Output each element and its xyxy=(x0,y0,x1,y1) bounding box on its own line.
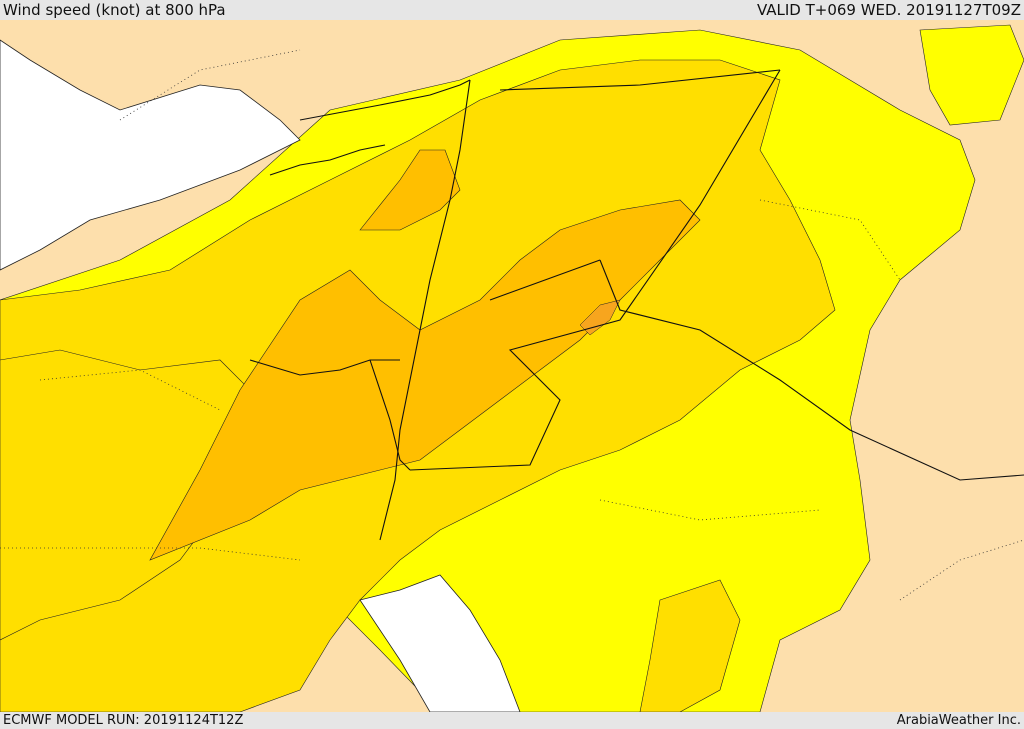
red-sea xyxy=(359,574,521,712)
map-area xyxy=(0,20,1024,712)
mediterranean-sea xyxy=(0,39,301,271)
model-run: ECMWF MODEL RUN: 20191124T12Z xyxy=(3,713,244,728)
admin-boundaries xyxy=(0,49,1024,601)
map-title: Wind speed (knot) at 800 hPa xyxy=(3,1,226,19)
country-borders xyxy=(249,69,1024,541)
band-gold-south xyxy=(639,579,741,712)
valid-time: VALID T+069 WED. 20191127T09Z xyxy=(756,1,1021,19)
band-dark xyxy=(579,299,621,336)
credit: ArabiaWeather Inc. xyxy=(896,713,1021,728)
wind-speed-map xyxy=(0,20,1024,712)
header-bar: Wind speed (knot) at 800 hPa VALID T+069… xyxy=(0,0,1024,20)
band-orange xyxy=(149,199,701,561)
footer-bar: ECMWF MODEL RUN: 20191124T12Z ArabiaWeat… xyxy=(0,712,1024,729)
band-orange-north xyxy=(359,149,461,231)
band-yellow-ne xyxy=(919,24,1024,126)
